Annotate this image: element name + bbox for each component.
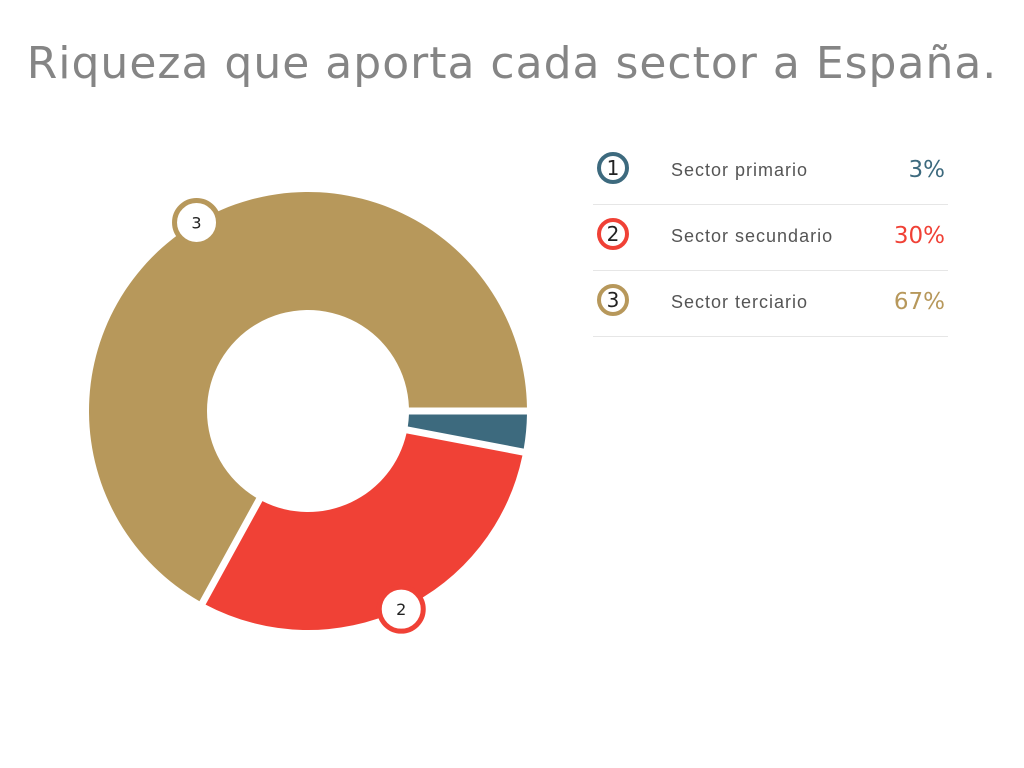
legend-label: Sector secundario xyxy=(671,226,834,246)
legend-number-badge: 3 xyxy=(597,284,629,316)
slice-marker xyxy=(172,197,222,247)
legend-label: Sector primario xyxy=(671,160,809,180)
legend-item: 3 Sector terciario 67% xyxy=(593,271,948,337)
slice-marker-label: 3 xyxy=(191,213,201,232)
legend-value: 3% xyxy=(908,157,946,183)
legend: 1 Sector primario 3% 2 Sector secundario 30% 3… xyxy=(593,139,948,337)
slice-marker-label: 2 xyxy=(396,600,406,619)
legend-number-badge: 1 xyxy=(597,152,629,184)
legend-label: Sector terciario xyxy=(671,292,809,312)
slice-marker xyxy=(376,584,426,634)
legend-number-badge: 2 xyxy=(597,218,629,250)
legend-item: 1 Sector primario 3% xyxy=(593,139,948,205)
donut-slice xyxy=(205,433,523,630)
chart-title: Riqueza que aporta cada sector a España. xyxy=(26,38,998,89)
donut-slice xyxy=(407,414,527,449)
legend-value: 30% xyxy=(893,223,945,249)
legend-value: 67% xyxy=(893,289,945,315)
donut-slice xyxy=(88,191,527,602)
legend-item: 2 Sector secundario 30% xyxy=(593,205,948,271)
